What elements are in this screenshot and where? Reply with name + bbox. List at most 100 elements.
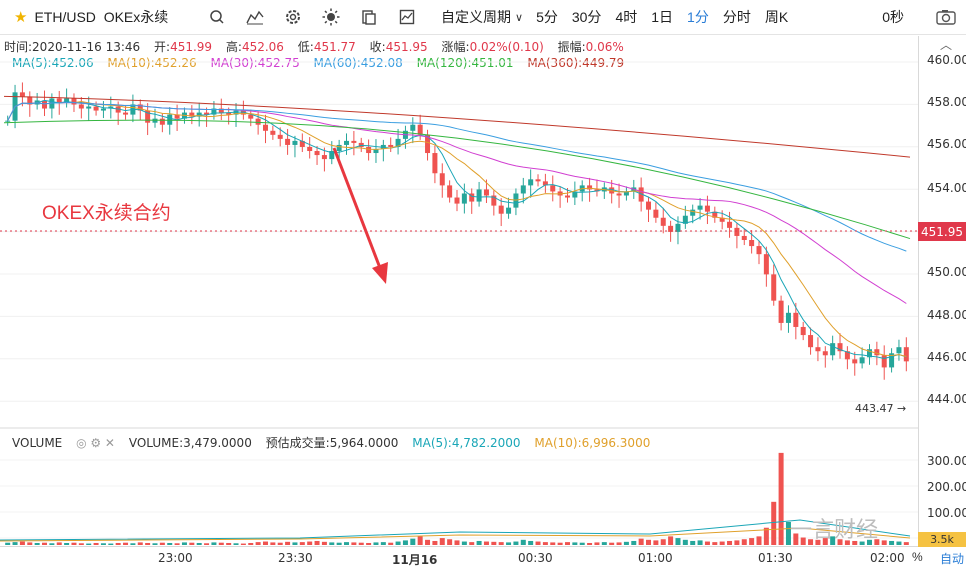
volume-bar [145, 542, 151, 545]
time-tick: 23:00 [158, 551, 193, 565]
volume-bar [189, 542, 195, 545]
ma360-legend[interactable]: MA(360):449.79 [527, 56, 625, 70]
volume-bar [778, 452, 784, 545]
candle-body [461, 193, 467, 204]
settings-icon[interactable] [274, 0, 312, 34]
collapse-icon[interactable]: ︿ [939, 38, 952, 52]
volume-bar [704, 541, 710, 545]
candle-body [542, 181, 548, 186]
eye-icon[interactable]: ◎ ⚙ ✕ [76, 436, 115, 450]
volume-bar [344, 542, 350, 545]
volume-legend: VOLUME ◎ ⚙ ✕ VOLUME:3,479.0000 预估成交量:5,9… [12, 434, 660, 451]
candle-body [439, 173, 445, 186]
volume-bar [550, 542, 556, 545]
symbol-title[interactable]: ★ ETH/USD OKEx永续 [0, 7, 198, 27]
vma5-legend: MA(5):4,782.2000 [412, 436, 521, 450]
percent-toggle[interactable]: % [912, 550, 923, 564]
candle-body [889, 353, 895, 368]
volume-bar [204, 543, 210, 545]
tf-weekly[interactable]: 周K [764, 9, 789, 25]
volume-bar [889, 540, 895, 545]
volume-tick: 100.00k [927, 506, 966, 520]
volume-bar [638, 538, 644, 545]
ma30-legend[interactable]: MA(30):452.75 [210, 56, 300, 70]
volume-bar [321, 541, 327, 545]
candle-body [682, 215, 688, 224]
candle-body [498, 205, 504, 214]
volume-bar [785, 521, 791, 545]
price-chart[interactable] [0, 0, 918, 546]
copy-icon[interactable] [350, 0, 388, 34]
candle-body [115, 106, 121, 113]
volume-current-tag: 3.5k [918, 532, 966, 547]
seconds-counter: 0秒 [882, 9, 904, 25]
candle-body [174, 114, 180, 119]
theme-icon[interactable] [312, 0, 350, 34]
volume-bar [425, 539, 431, 545]
candle-body [793, 312, 799, 327]
volume-bar [557, 542, 563, 545]
volume-bar [542, 542, 548, 545]
tf-1m[interactable]: 1分 [687, 9, 709, 25]
candle-body [71, 98, 77, 105]
time-axis[interactable]: 23:00 23:30 11月16 00:30 01:00 01:30 02:0… [0, 546, 918, 568]
red-arrow-shaft [332, 147, 382, 269]
candle-body [248, 114, 254, 119]
candle-body [410, 124, 416, 131]
tf-5m[interactable]: 5分 [536, 9, 558, 25]
time-tick: 02:00 [870, 551, 905, 565]
volume-bar [64, 542, 70, 545]
ma5-legend[interactable]: MA(5):452.06 [12, 56, 94, 70]
candle-body [78, 104, 84, 109]
volume-bar [749, 538, 755, 545]
volume-bar [49, 543, 55, 545]
volume-bar [727, 540, 733, 545]
ma60-legend[interactable]: MA(60):452.08 [313, 56, 403, 70]
amp-label: 振幅: [557, 40, 586, 54]
auto-scale-toggle[interactable]: 自动 [940, 552, 965, 566]
tf-1d[interactable]: 1日 [651, 9, 674, 25]
candle-body [19, 92, 25, 97]
star-icon[interactable]: ★ [14, 9, 28, 26]
volume-bar [881, 540, 887, 545]
ma10-legend[interactable]: MA(10):452.26 [107, 56, 197, 70]
volume-bar [697, 540, 703, 545]
candle-body [712, 211, 718, 218]
price-scale[interactable]: 460.00 458.00 456.00 454.00 450.00 448.0… [918, 36, 966, 546]
tf-timeline[interactable]: 分时 [722, 9, 751, 25]
volume-tick: 300.00k [927, 454, 966, 468]
ma120-legend[interactable]: MA(120):451.01 [416, 56, 514, 70]
candle-body [771, 274, 777, 301]
open-value: 451.99 [170, 40, 213, 54]
candle-body [167, 114, 173, 125]
volume-bar [763, 527, 769, 545]
candle-body [277, 134, 283, 139]
candle-body [321, 155, 327, 160]
volume-bar [78, 543, 84, 545]
time-tick: 01:30 [758, 551, 793, 565]
compare-icon[interactable] [388, 0, 426, 34]
candle-body [837, 343, 843, 352]
tf-4h[interactable]: 4时 [615, 9, 638, 25]
chevron-down-icon[interactable]: ∨ [515, 11, 524, 24]
volume-bar [432, 540, 438, 545]
custom-period-button[interactable]: 自定义周期 [441, 9, 511, 25]
ma-legend[interactable]: MA(5):452.06 MA(10):452.26 MA(30):452.75… [12, 56, 634, 70]
volume-bar [292, 542, 298, 545]
volume-value: VOLUME:3,479.0000 [128, 436, 252, 450]
candle-body [137, 104, 143, 111]
volume-bar [506, 542, 512, 545]
indicator-icon[interactable] [236, 0, 274, 34]
search-icon[interactable] [198, 0, 236, 34]
camera-icon[interactable] [926, 9, 966, 25]
volume-bar [800, 537, 806, 545]
volume-bar [756, 536, 762, 545]
tf-30m[interactable]: 30分 [571, 9, 602, 25]
candle-body [56, 98, 62, 103]
price-tick: 446.00 [927, 350, 966, 364]
volume-bar [336, 542, 342, 545]
est-volume: 预估成交量:5,964.0000 [265, 436, 399, 450]
volume-bar [417, 536, 423, 545]
volume-bar [447, 539, 453, 545]
candle-body [218, 108, 224, 113]
